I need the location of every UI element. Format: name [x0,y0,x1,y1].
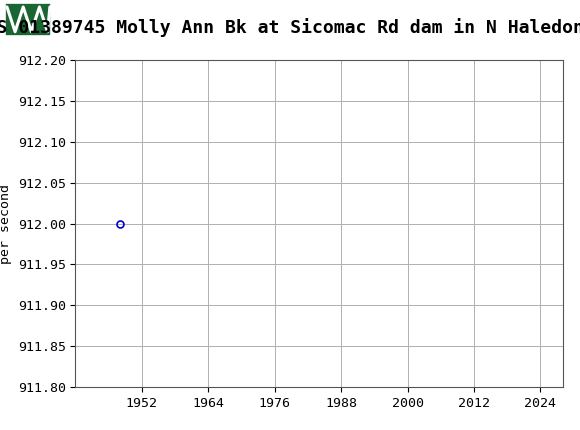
Y-axis label: Annual Peak Streamflow, in cubic feet
per second: Annual Peak Streamflow, in cubic feet pe… [0,76,12,372]
Text: USGS: USGS [61,10,121,29]
FancyBboxPatch shape [5,3,51,36]
Text: USGS 01389745 Molly Ann Bk at Sicomac Rd dam in N Haledon NJ: USGS 01389745 Molly Ann Bk at Sicomac Rd… [0,18,580,37]
